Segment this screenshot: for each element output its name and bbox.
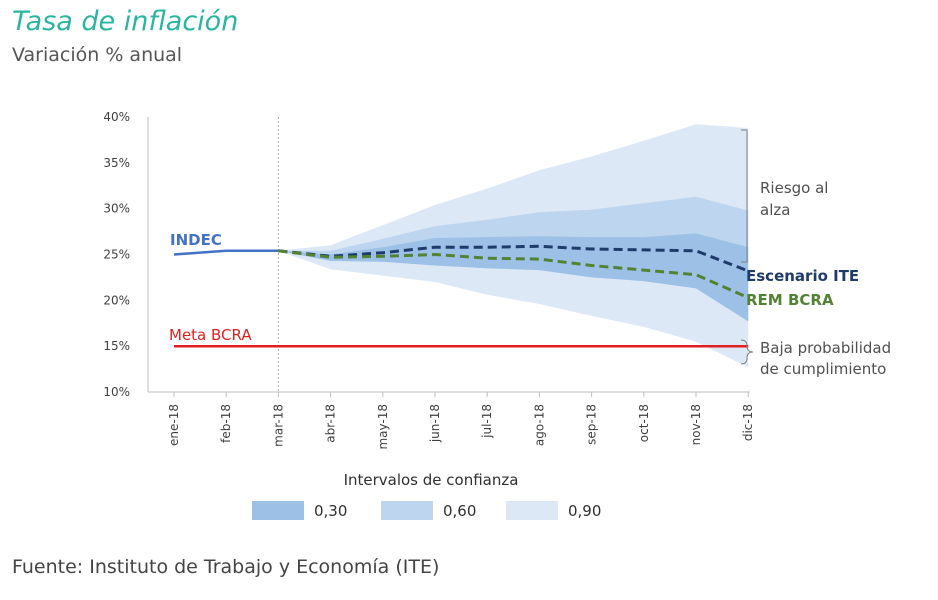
- legend-swatch-2: [506, 501, 558, 520]
- legend-swatch-1: [381, 501, 433, 520]
- source-note: Fuente: Instituto de Trabajo y Economía …: [12, 556, 440, 578]
- x-tick-label: oct-18: [637, 404, 651, 442]
- legend-label-2: 0,90: [568, 502, 601, 520]
- x-tick-label: sep-18: [585, 404, 599, 445]
- x-tick-label: ene-18: [167, 404, 181, 446]
- x-tick-label: jun-18: [428, 404, 442, 443]
- chart-title: Tasa de inflación: [12, 6, 239, 37]
- x-tick-label: ago-18: [532, 404, 546, 446]
- bracket-upside-risk: [741, 129, 748, 263]
- x-tick-label: abr-18: [324, 404, 338, 443]
- label-indec: INDEC: [170, 231, 222, 249]
- annotation-riesgo-line1: Riesgo al: [760, 179, 828, 197]
- y-tick-label: 35%: [103, 156, 130, 170]
- series-line-rem-bcra: [278, 249, 749, 299]
- brace-low-probability: [740, 339, 754, 365]
- label-escenario-ite: Escenario ITE: [746, 267, 859, 285]
- legend: Intervalos de confianza 0,30 0,60 0,90: [252, 471, 601, 520]
- label-rem-bcra: REM BCRA: [746, 291, 834, 309]
- y-tick-label: 10%: [103, 385, 130, 399]
- y-tick-label: 25%: [103, 248, 130, 262]
- label-meta-bcra: Meta BCRA: [169, 326, 252, 344]
- x-tick-label: mar-18: [271, 404, 285, 447]
- annotation-baja-line1: Baja probabilidad: [760, 339, 891, 357]
- series-labels: INDEC Meta BCRA Escenario ITE REM BCRA Riesg…: [169, 129, 891, 378]
- chart-subtitle: Variación % anual: [12, 44, 183, 66]
- legend-title: Intervalos de confianza: [344, 471, 519, 489]
- y-tick-label: 15%: [103, 339, 130, 353]
- series-line-indec: [173, 249, 279, 256]
- legend-swatch-0: [252, 501, 304, 520]
- series-lines: [173, 244, 749, 348]
- x-tick-label: feb-18: [219, 404, 233, 443]
- x-tick-label: may-18: [376, 404, 390, 450]
- series-line-escenario-ite: [278, 244, 749, 273]
- annotation-baja-line2: de cumplimiento: [760, 360, 886, 378]
- axes: 10% 15% 20% 25% 30% 35% 40% ene-18 feb-18 mar-18 a…: [103, 110, 755, 450]
- legend-label-0: 0,30: [314, 502, 347, 520]
- y-tick-label: 30%: [103, 202, 130, 216]
- annotation-riesgo-line2: alza: [760, 201, 790, 219]
- x-tick-label: nov-18: [689, 404, 703, 445]
- y-tick-label: 20%: [103, 293, 130, 307]
- confidence-bands: [278, 124, 749, 368]
- x-tick-label: jul-18: [480, 404, 494, 439]
- legend-label-1: 0,60: [443, 502, 476, 520]
- x-tick-label: dic-18: [741, 404, 755, 441]
- y-tick-label: 40%: [103, 110, 130, 124]
